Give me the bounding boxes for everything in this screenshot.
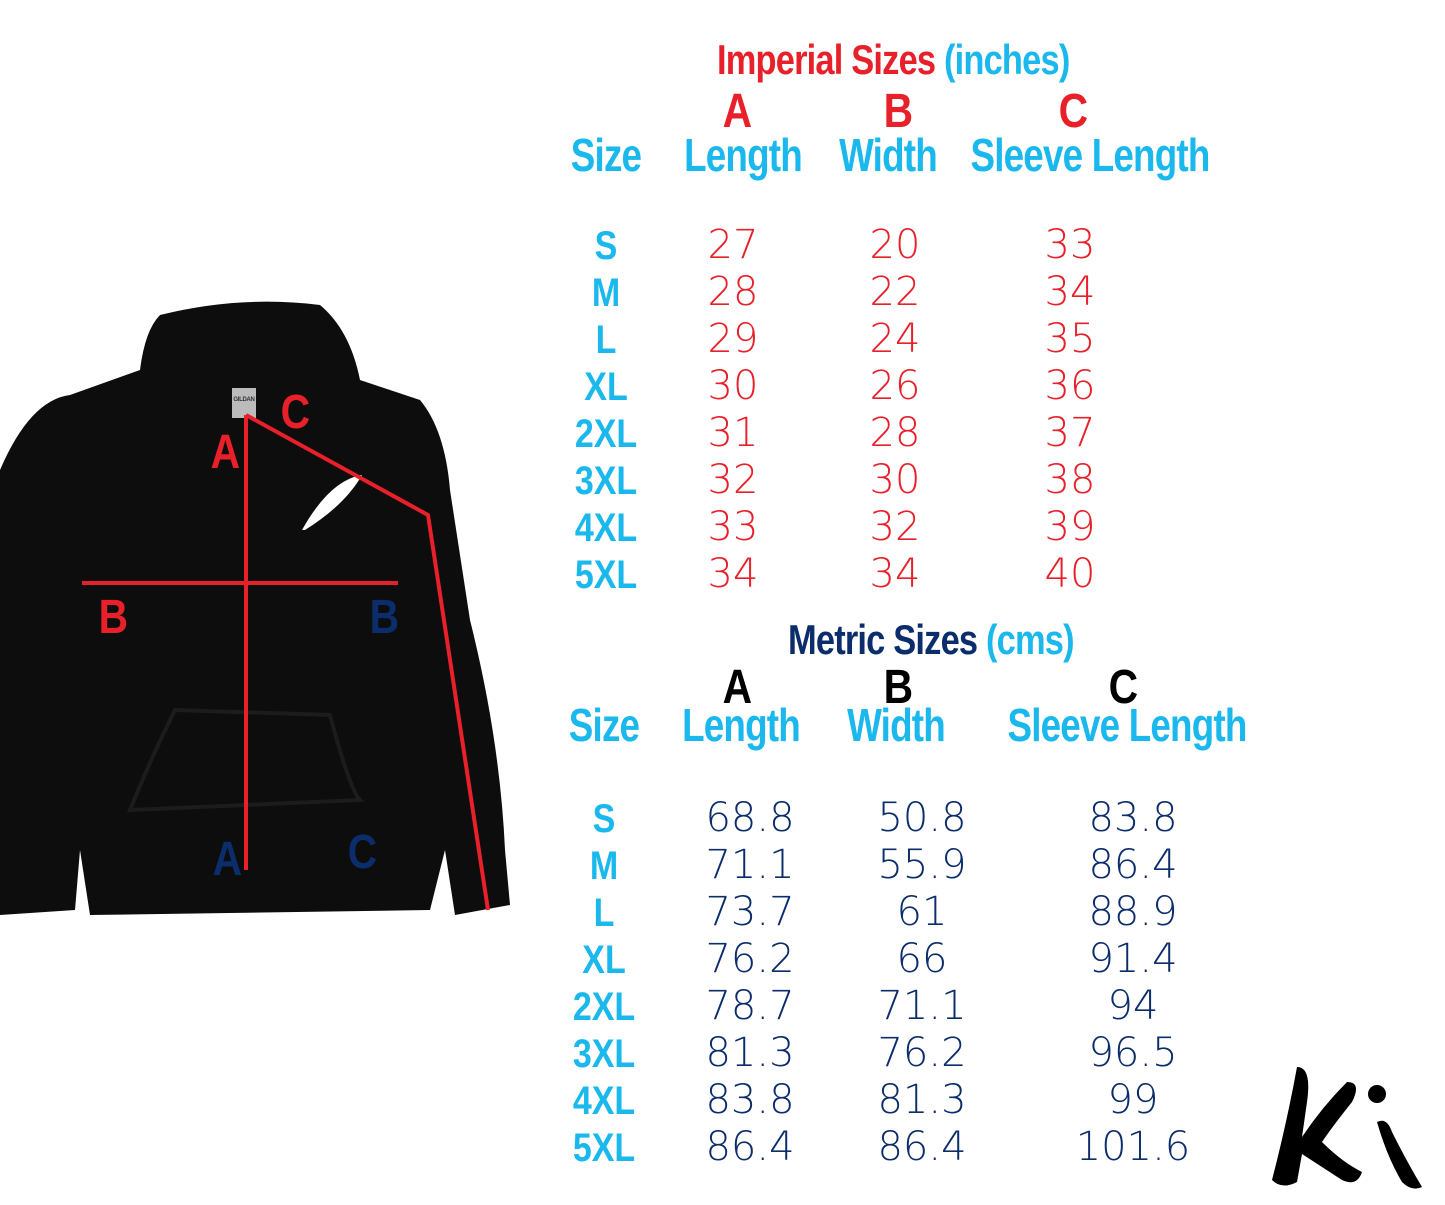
size-value: 28 [707,269,759,315]
size-label: XL [584,365,628,409]
size-value: 94 [1107,983,1159,1029]
size-label: 4XL [572,1079,636,1123]
column-letter: B [883,85,913,138]
metric-title: Metric Sizes (cms) [788,616,1075,664]
size-value: 20 [869,222,921,268]
size-value: 22 [869,269,921,315]
hoodie-image [0,301,510,916]
column-letter: A [722,661,752,714]
size-value: 29 [707,316,759,362]
size-label: 4XL [574,506,638,550]
size-value: 71.1 [877,983,967,1029]
measurement-lines [82,413,490,911]
column-letter: B [883,661,913,714]
metric-title-text: Metric Sizes [788,616,978,663]
label-c-top: C [280,386,311,439]
column-letter: C [1058,85,1088,138]
column-header: Width [847,699,946,751]
size-value: 32 [707,457,759,503]
size-value: 50.8 [877,795,967,841]
size-value: 34 [1044,269,1096,315]
size-value: 71.1 [705,842,795,888]
size-label: 2XL [574,412,638,456]
label-b-left: B [98,591,129,644]
size-value: 26 [869,363,921,409]
size-label: 2XL [572,985,636,1029]
imperial-title-text: Imperial Sizes [717,36,936,83]
size-value: 28 [869,410,921,456]
size-value: 39 [1044,504,1096,550]
size-value: 33 [707,504,759,550]
fern-icon [302,475,362,530]
size-value: 66 [896,936,948,982]
size-value: 96.5 [1088,1030,1178,1076]
size-value: 99 [1107,1077,1159,1123]
size-value: 86.4 [877,1124,967,1170]
size-label: S [594,224,618,268]
size-value: 73.7 [705,889,795,935]
size-value: 33 [1044,222,1096,268]
label-a-top: A [210,426,241,479]
imperial-title: Imperial Sizes (inches) [717,36,1070,84]
label-b-right: B [369,591,400,644]
size-label: M [589,844,619,888]
size-value: 36 [1044,363,1096,409]
garment-tag-text: GILDAN [233,397,255,403]
size-label: 5XL [574,553,638,597]
size-value: 88.9 [1088,889,1178,935]
size-label: XL [582,938,626,982]
size-value: 40 [1044,551,1096,597]
size-value: 86.4 [705,1124,795,1170]
ki-logo [1272,1067,1422,1189]
size-value: 68.8 [705,795,795,841]
label-c-bottom: C [347,826,378,879]
column-header: Length [684,129,803,181]
size-value: 37 [1044,410,1096,456]
size-label: 5XL [572,1126,636,1170]
size-value: 83.8 [705,1077,795,1123]
size-value: 34 [869,551,921,597]
size-value: 38 [1044,457,1096,503]
imperial-unit: (inches) [943,36,1070,83]
size-value: 91.4 [1088,936,1178,982]
column-header: Sleeve Length [970,129,1210,181]
size-value: 76.2 [877,1030,967,1076]
size-value: 81.3 [705,1030,795,1076]
size-label: 3XL [574,459,638,503]
label-a-bottom: A [212,833,243,886]
size-value: 86.4 [1088,842,1178,888]
size-label: M [591,271,621,315]
column-letter: A [722,85,752,138]
hoodie-diagram [0,301,510,916]
size-label: L [593,891,615,935]
column-header: Length [682,699,801,751]
size-value: 101.6 [1075,1124,1191,1170]
size-value: 30 [869,457,921,503]
column-letter: C [1108,661,1138,714]
column-header: Width [839,129,938,181]
column-header: Sleeve Length [1007,699,1247,751]
column-header: Size [568,699,640,751]
size-value: 78.7 [705,983,795,1029]
size-label: 3XL [572,1032,636,1076]
size-value: 35 [1044,316,1096,362]
size-label: S [592,797,616,841]
size-value: 30 [707,363,759,409]
size-value: 24 [869,316,921,362]
size-value: 81.3 [877,1077,967,1123]
size-value: 76.2 [705,936,795,982]
metric-unit: (cms) [985,616,1075,663]
size-value: 34 [707,551,759,597]
size-value: 31 [707,410,759,456]
column-header: Size [570,129,642,181]
size-label: L [595,318,617,362]
size-value: 83.8 [1088,795,1178,841]
size-value: 55.9 [877,842,967,888]
size-value: 61 [896,889,948,935]
size-value: 27 [707,222,759,268]
size-value: 32 [869,504,921,550]
